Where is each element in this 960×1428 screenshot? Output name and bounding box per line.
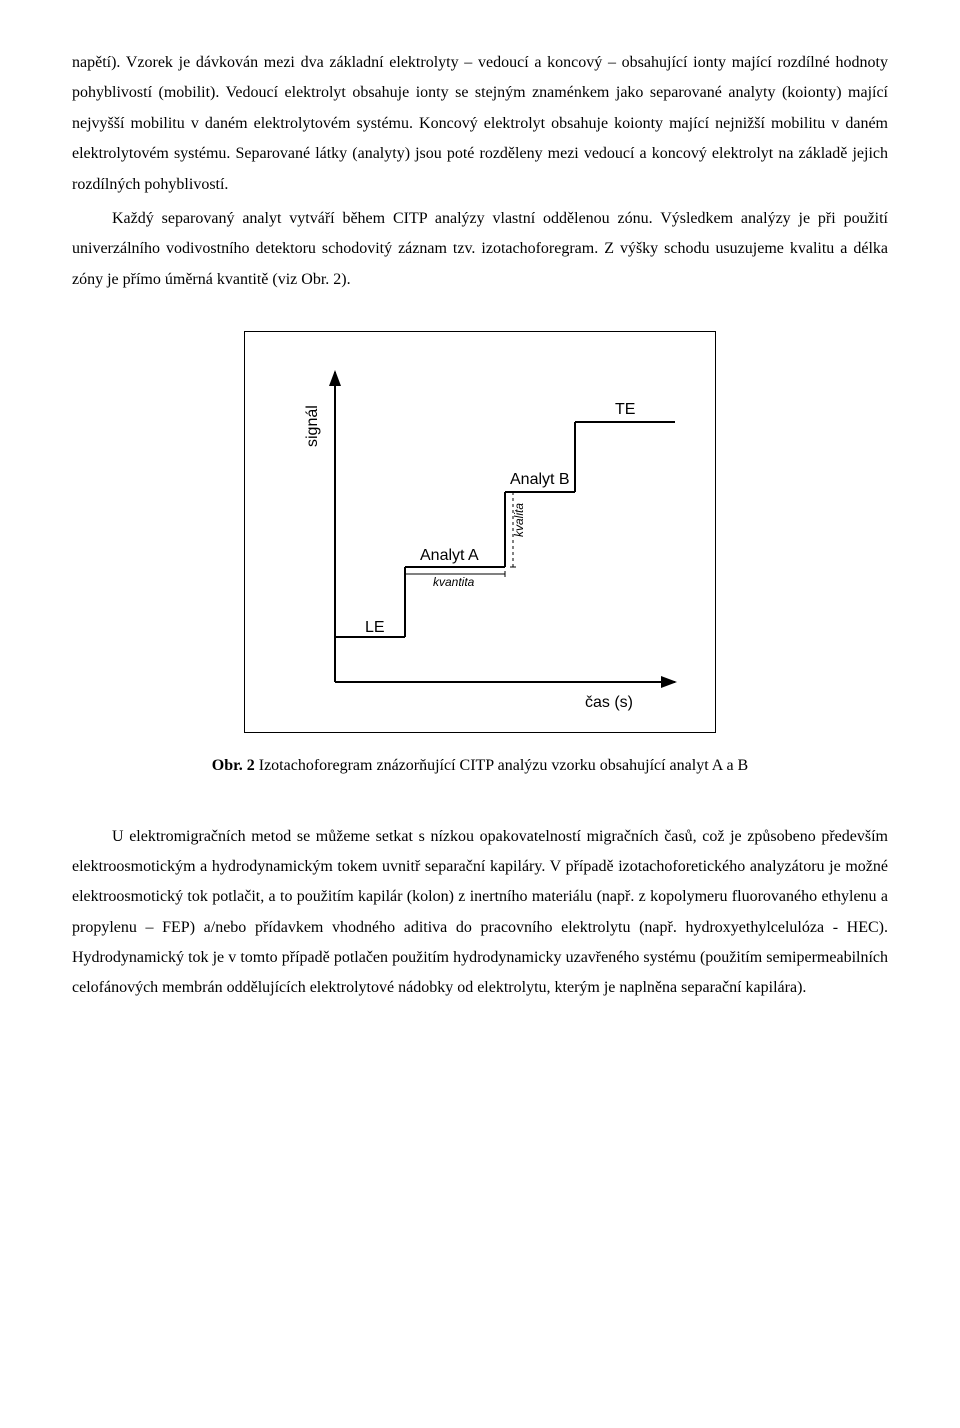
figure-box: signál čas (s) LE Analyt A Analyt B TE kvantit… <box>244 331 716 733</box>
svg-text:Analyt A: Analyt A <box>420 547 479 564</box>
svg-text:kvantita: kvantita <box>433 575 475 589</box>
figure-caption: Obr. 2 Izotachoforegram znázorňující CIT… <box>72 751 888 781</box>
paragraph-3: U elektromigračních metod se můžeme setk… <box>72 822 888 1004</box>
svg-text:TE: TE <box>615 401 635 418</box>
svg-text:signál: signál <box>304 405 321 447</box>
figure-container: signál čas (s) LE Analyt A Analyt B TE kvantit… <box>72 331 888 733</box>
isotachophoregram-diagram: signál čas (s) LE Analyt A Analyt B TE kvantit… <box>245 332 715 732</box>
paragraph-1: napětí). Vzorek je dávkován mezi dva zák… <box>72 48 888 200</box>
svg-text:čas (s): čas (s) <box>585 694 633 711</box>
svg-text:Analyt B: Analyt B <box>510 471 570 488</box>
caption-text: Izotachoforegram znázorňující CITP analý… <box>255 757 748 774</box>
paragraph-2: Každý separovaný analyt vytváří během CI… <box>72 204 888 295</box>
caption-number: Obr. 2 <box>212 757 255 774</box>
svg-text:LE: LE <box>365 619 385 636</box>
svg-text:kvalita: kvalita <box>512 503 526 537</box>
